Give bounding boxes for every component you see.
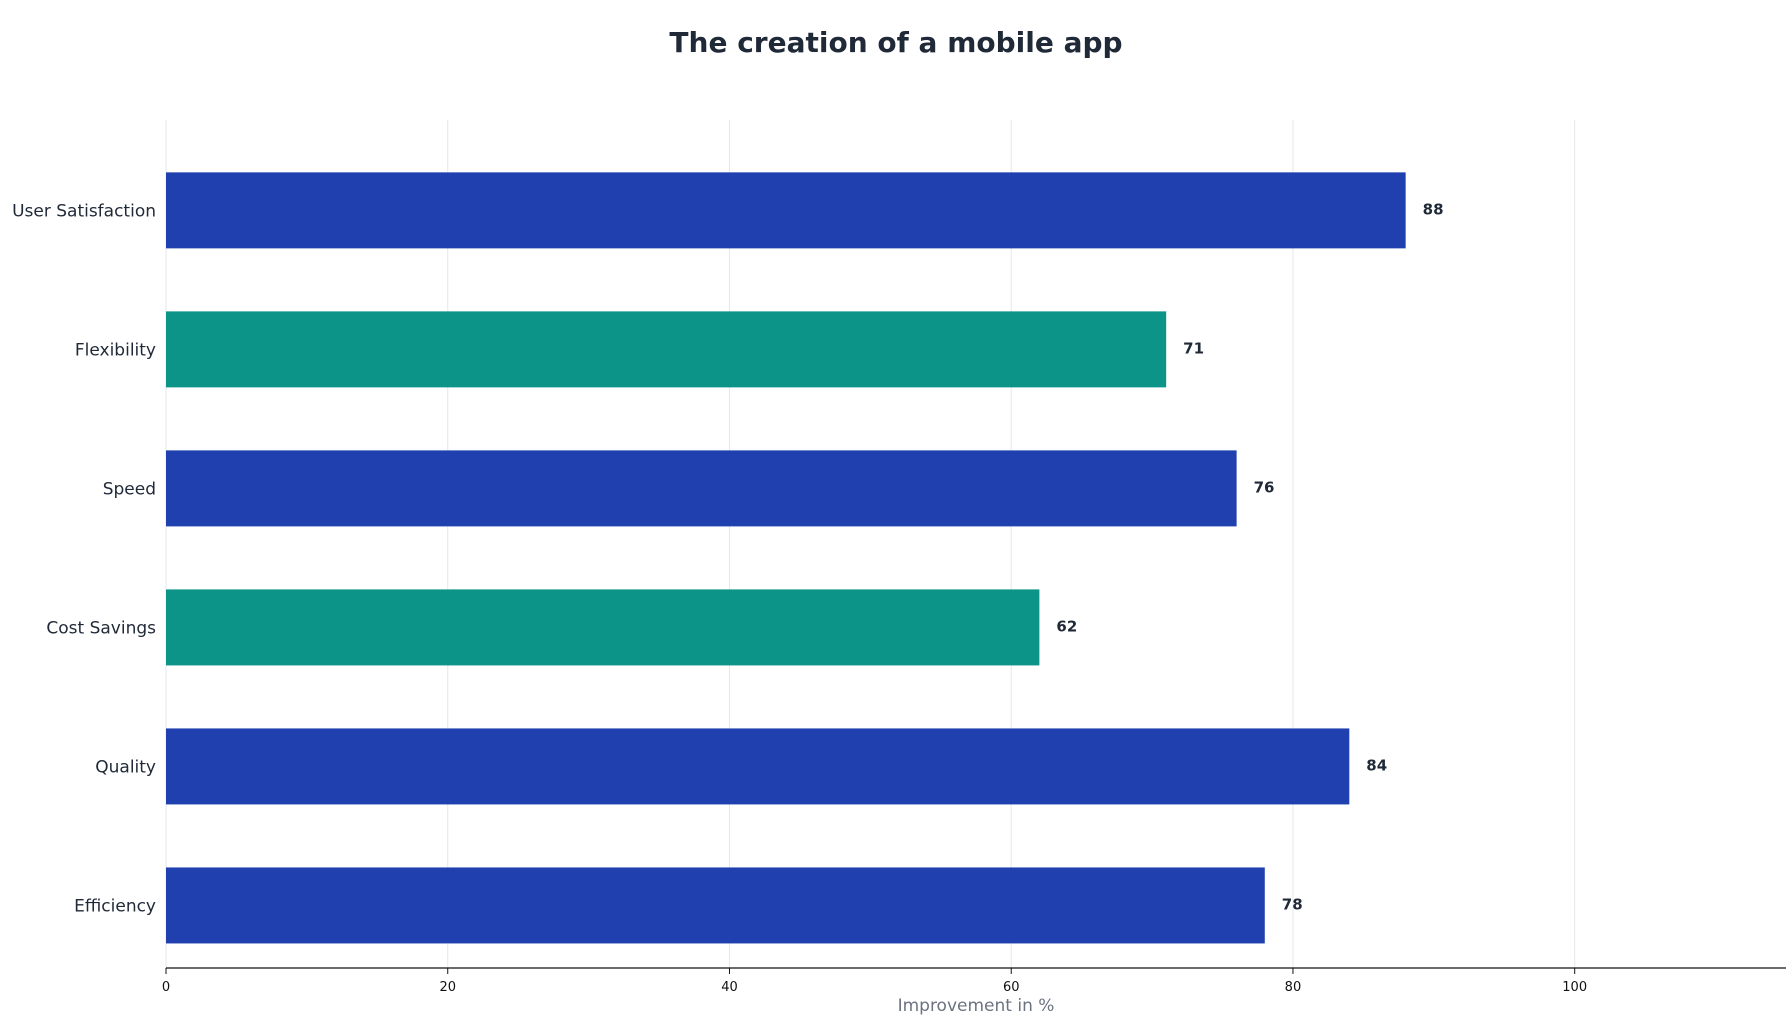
- x-tick-label: 80: [1285, 980, 1302, 995]
- value-label: 84: [1366, 756, 1387, 774]
- bar: [166, 589, 1040, 666]
- x-tick-label: 20: [439, 980, 456, 995]
- chart-title: The creation of a mobile app: [669, 26, 1122, 59]
- category-label: User Satisfaction: [12, 201, 156, 221]
- x-tick-label: 40: [721, 980, 738, 995]
- x-axis: 0 20 40 60 80 100: [162, 967, 1786, 995]
- value-label: 62: [1056, 617, 1077, 635]
- category-label: Quality: [95, 757, 156, 777]
- x-tick-label: 60: [1003, 980, 1020, 995]
- value-label: 78: [1282, 895, 1303, 913]
- x-tick-label: 0: [162, 980, 170, 995]
- bar: [166, 172, 1406, 249]
- value-label: 76: [1254, 478, 1275, 496]
- bars: [166, 172, 1406, 944]
- bar: [166, 311, 1167, 388]
- value-label: 71: [1183, 339, 1204, 357]
- category-label: Flexibility: [75, 340, 156, 360]
- x-tick-label: 100: [1562, 980, 1587, 995]
- bar: [166, 728, 1350, 805]
- category-label: Cost Savings: [46, 618, 156, 638]
- bar: [166, 867, 1265, 944]
- category-label: Efficiency: [74, 896, 156, 916]
- gridlines: [165, 120, 1576, 968]
- x-axis-label: Improvement in %: [898, 996, 1055, 1016]
- bar: [166, 450, 1237, 527]
- labels: User Satisfaction 88 Flexibility 71 Speed 76 C…: [12, 200, 1443, 916]
- value-label: 88: [1423, 200, 1444, 218]
- category-label: Speed: [103, 479, 156, 499]
